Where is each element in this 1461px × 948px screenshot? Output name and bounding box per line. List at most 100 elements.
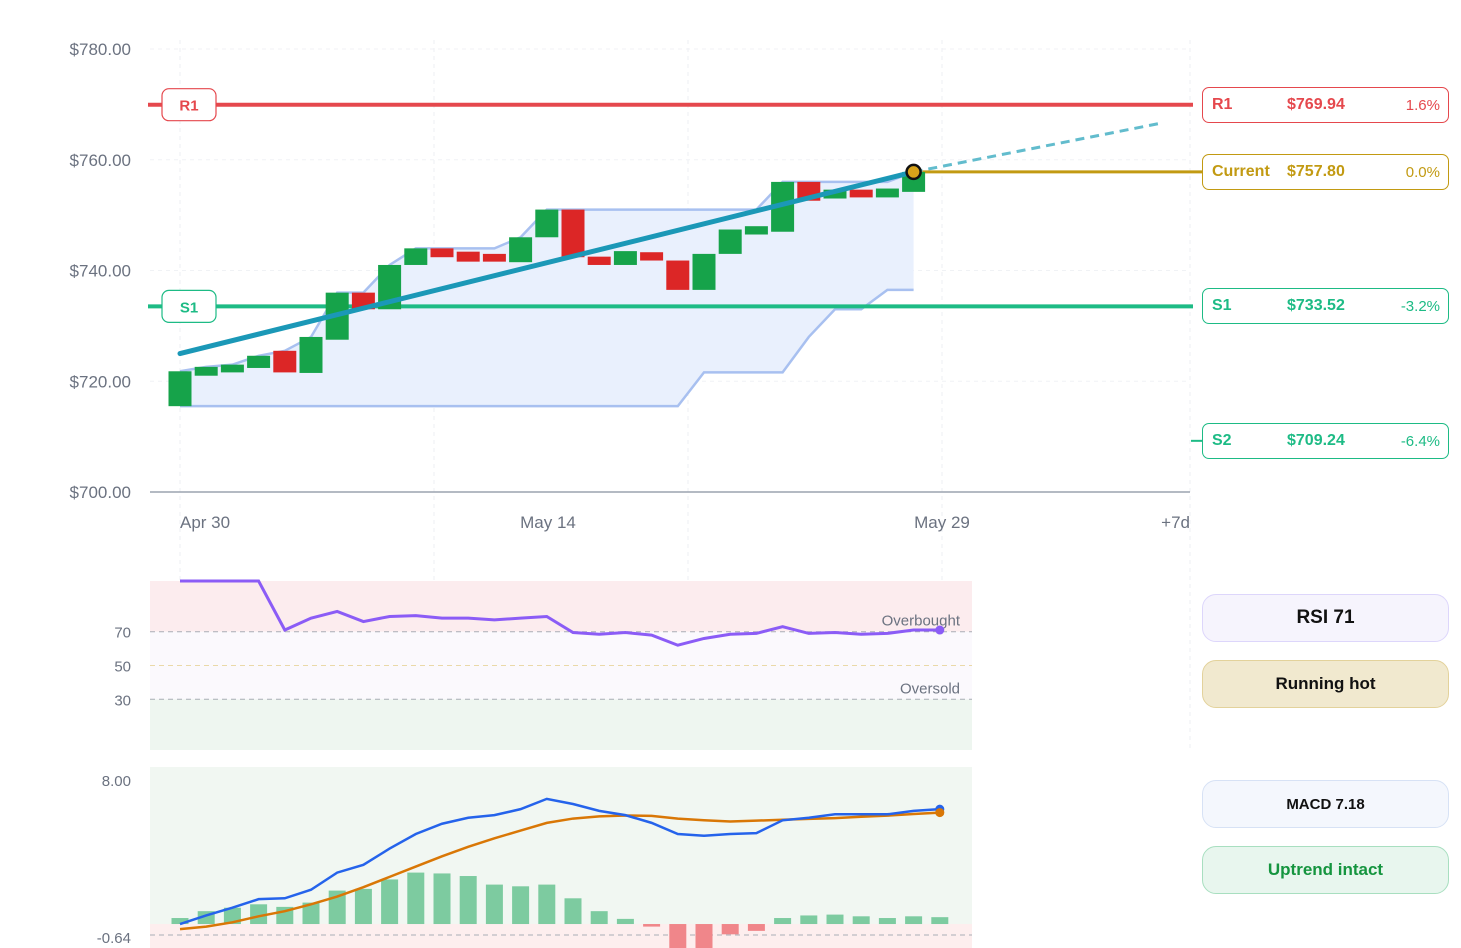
level-tag-label: R1 xyxy=(179,98,198,115)
candle xyxy=(875,188,899,198)
candle xyxy=(194,366,218,376)
candle xyxy=(168,371,192,407)
macd-histogram-bar xyxy=(171,918,189,925)
level-name: R1 xyxy=(1212,95,1233,113)
macd-histogram-bar xyxy=(407,872,425,925)
macd-negative-zone xyxy=(150,924,972,948)
macd-status-label: Uptrend intact xyxy=(1267,860,1384,879)
macd-signal-line xyxy=(179,811,940,931)
macd-badge: MACD 7.18 xyxy=(1202,780,1449,828)
candle xyxy=(430,248,454,258)
candle xyxy=(561,209,585,258)
candle xyxy=(404,248,428,265)
macd-histogram-bar xyxy=(564,898,582,925)
x-tick-label: Apr 30 xyxy=(180,513,230,532)
level-price: $709.24 xyxy=(1287,431,1345,449)
candle xyxy=(744,226,768,235)
macd-histogram-bar xyxy=(695,924,713,948)
rsi-overbought-zone xyxy=(150,581,972,632)
y-tick-label: $700.00 xyxy=(70,483,131,502)
macd-status-badge: Uptrend intact xyxy=(1202,846,1449,894)
signal-endpoint xyxy=(935,808,945,818)
level-name: Current xyxy=(1212,162,1270,180)
macd-histogram-bar xyxy=(800,915,818,925)
macd-histogram-bar xyxy=(538,884,556,925)
x-tick-label: May 29 xyxy=(914,513,970,532)
macd-histogram-bar xyxy=(512,886,530,925)
macd-histogram-bar xyxy=(381,879,399,925)
candle xyxy=(535,209,559,238)
candle xyxy=(273,350,297,373)
candle xyxy=(613,251,637,265)
macd-histogram-bar xyxy=(905,916,923,925)
x-tick-label: +7d xyxy=(1161,513,1190,532)
y-tick-label: $720.00 xyxy=(70,372,131,391)
candle xyxy=(640,252,664,261)
candle xyxy=(849,189,873,198)
trendline xyxy=(177,169,917,357)
candle xyxy=(823,189,847,199)
macd-histogram-bar xyxy=(852,916,870,925)
level-name: S2 xyxy=(1212,431,1232,449)
rsi-status-badge: Running hot xyxy=(1202,660,1449,708)
level-change: -3.2% xyxy=(1400,298,1440,316)
macd-histogram-bar xyxy=(721,924,739,935)
y-tick-label: $780.00 xyxy=(70,40,131,59)
macd-histogram-bar xyxy=(669,924,687,948)
level-change: -6.4% xyxy=(1400,432,1440,450)
candle xyxy=(482,253,506,262)
level-tag-label: S1 xyxy=(180,299,198,316)
rsi-y-tick: 70 xyxy=(114,625,131,642)
macd-histogram-bar xyxy=(485,884,503,925)
level-change: 1.6% xyxy=(1405,96,1440,114)
level-tag-r1 xyxy=(161,88,217,122)
rsi-y-tick: 50 xyxy=(114,659,131,676)
macd-positive-zone xyxy=(150,767,972,925)
trend-projection xyxy=(913,122,1159,174)
channel-lower xyxy=(180,288,914,408)
oversold-label: Oversold xyxy=(900,680,960,697)
rsi-endpoint xyxy=(935,625,945,635)
level-price: $769.94 xyxy=(1287,95,1345,113)
macd-histogram-bar xyxy=(774,918,792,925)
macd-histogram-bar xyxy=(223,907,241,925)
level-box-r1: R1 $769.94 1.6% xyxy=(1202,86,1449,123)
rsi-y-tick: 30 xyxy=(114,692,131,709)
macd-histogram-bar xyxy=(354,888,372,925)
macd-badge-label: MACD 7.18 xyxy=(1286,795,1365,813)
macd-histogram-bar xyxy=(590,911,608,925)
overbought-label: Overbought xyxy=(882,613,961,630)
rsi-badge-label: RSI 71 xyxy=(1296,607,1355,628)
macd-histogram-bar xyxy=(250,904,268,925)
level-price: $733.52 xyxy=(1287,297,1345,315)
candle xyxy=(456,251,480,262)
rsi-status-label: Running hot xyxy=(1275,674,1376,693)
y-tick-label: $760.00 xyxy=(70,151,131,170)
macd-histogram-bar xyxy=(878,918,896,925)
level-tag-s1 xyxy=(161,289,217,323)
macd-histogram-bar xyxy=(302,902,320,925)
macd-histogram-bar xyxy=(931,917,949,925)
candle xyxy=(666,260,690,290)
x-tick-label: May 14 xyxy=(520,513,576,532)
macd-histogram-bar xyxy=(747,924,765,931)
candle xyxy=(220,364,244,373)
rsi-badge: RSI 71 xyxy=(1202,594,1449,642)
macd-histogram-bar xyxy=(826,914,844,925)
candle xyxy=(718,229,742,254)
level-change: 0.0% xyxy=(1405,163,1440,181)
macd-histogram-bar xyxy=(616,918,634,925)
candle xyxy=(509,237,533,263)
candle xyxy=(247,355,271,368)
candle xyxy=(587,256,611,265)
rsi-oversold-zone xyxy=(150,699,972,750)
level-box-s2: S2 $709.24 -6.4% xyxy=(1202,422,1449,459)
current-price-marker xyxy=(905,163,922,181)
level-name: S1 xyxy=(1212,297,1232,315)
macd-y-tick: -0.64 xyxy=(97,930,131,947)
macd-histogram-bar xyxy=(433,873,451,925)
candle xyxy=(692,253,716,290)
macd-histogram-bar xyxy=(643,924,661,927)
rsi-line xyxy=(180,579,940,647)
